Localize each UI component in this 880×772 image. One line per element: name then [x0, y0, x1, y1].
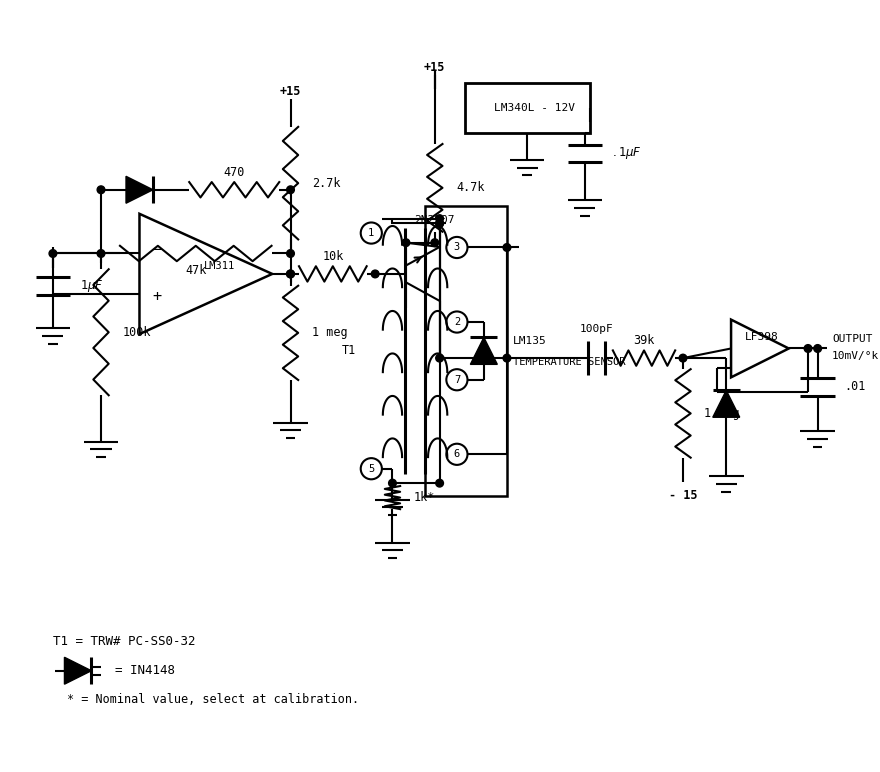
Circle shape	[679, 354, 686, 362]
Text: T1 = TRW# PC-SS0-32: T1 = TRW# PC-SS0-32	[53, 635, 195, 648]
Text: OUTPUT: OUTPUT	[832, 334, 873, 344]
Polygon shape	[471, 337, 497, 364]
Text: 39k: 39k	[634, 334, 655, 347]
Text: .01: .01	[845, 381, 866, 394]
Text: 1 meg: 1 meg	[312, 327, 348, 340]
Circle shape	[503, 354, 510, 362]
Text: +15: +15	[424, 61, 445, 74]
Circle shape	[402, 239, 410, 246]
Bar	[425, 206, 507, 496]
Text: 2N2907: 2N2907	[414, 215, 454, 225]
Text: 2.7k: 2.7k	[312, 177, 341, 190]
Polygon shape	[713, 391, 740, 417]
Text: 4.7k: 4.7k	[456, 181, 485, 195]
Circle shape	[436, 354, 444, 362]
Circle shape	[814, 344, 822, 352]
Text: LM135: LM135	[513, 337, 546, 347]
Text: LM311: LM311	[203, 261, 235, 271]
Text: = IN4148: = IN4148	[115, 664, 175, 677]
Text: +15: +15	[280, 85, 301, 98]
Circle shape	[804, 344, 812, 352]
Text: 100pF: 100pF	[580, 324, 613, 334]
Circle shape	[287, 270, 294, 278]
Text: 1: 1	[368, 228, 374, 238]
Text: TEMPERATURE SENSOR: TEMPERATURE SENSOR	[513, 357, 625, 367]
Text: LM340L - 12V: LM340L - 12V	[495, 103, 576, 113]
Text: −: −	[152, 242, 161, 257]
Circle shape	[389, 479, 396, 487]
Text: 2: 2	[454, 317, 460, 327]
Text: 470: 470	[224, 166, 245, 179]
Text: 47k: 47k	[185, 264, 207, 277]
Text: LF398: LF398	[745, 332, 779, 342]
Text: $.1\mu F$: $.1\mu F$	[612, 145, 642, 161]
Circle shape	[436, 219, 444, 227]
Circle shape	[97, 186, 105, 194]
Polygon shape	[126, 176, 153, 203]
Circle shape	[436, 215, 444, 222]
Text: $1\mu F$: $1\mu F$	[80, 278, 104, 294]
Text: 10mV/°k: 10mV/°k	[832, 351, 879, 361]
Circle shape	[287, 270, 294, 278]
Polygon shape	[64, 657, 92, 684]
Bar	[465, 83, 590, 133]
Circle shape	[436, 219, 444, 227]
Circle shape	[49, 249, 56, 257]
Text: 100k: 100k	[122, 326, 150, 339]
Circle shape	[503, 244, 510, 252]
Circle shape	[431, 239, 438, 246]
Circle shape	[287, 249, 294, 257]
Circle shape	[97, 249, 105, 257]
Text: 6: 6	[454, 449, 460, 459]
Circle shape	[371, 270, 379, 278]
Text: * = Nominal value, select at calibration.: * = Nominal value, select at calibration…	[68, 693, 359, 706]
Text: T1: T1	[342, 344, 356, 357]
Circle shape	[436, 479, 444, 487]
Text: 3: 3	[454, 242, 460, 252]
Circle shape	[287, 186, 294, 194]
Text: +: +	[152, 289, 161, 304]
Text: - 15: - 15	[669, 489, 697, 502]
Text: 5: 5	[368, 464, 374, 474]
Text: 10k: 10k	[322, 250, 343, 263]
Text: 1 meg: 1 meg	[704, 407, 740, 420]
Text: 7: 7	[454, 374, 460, 384]
Text: 1k*: 1k*	[414, 491, 435, 504]
